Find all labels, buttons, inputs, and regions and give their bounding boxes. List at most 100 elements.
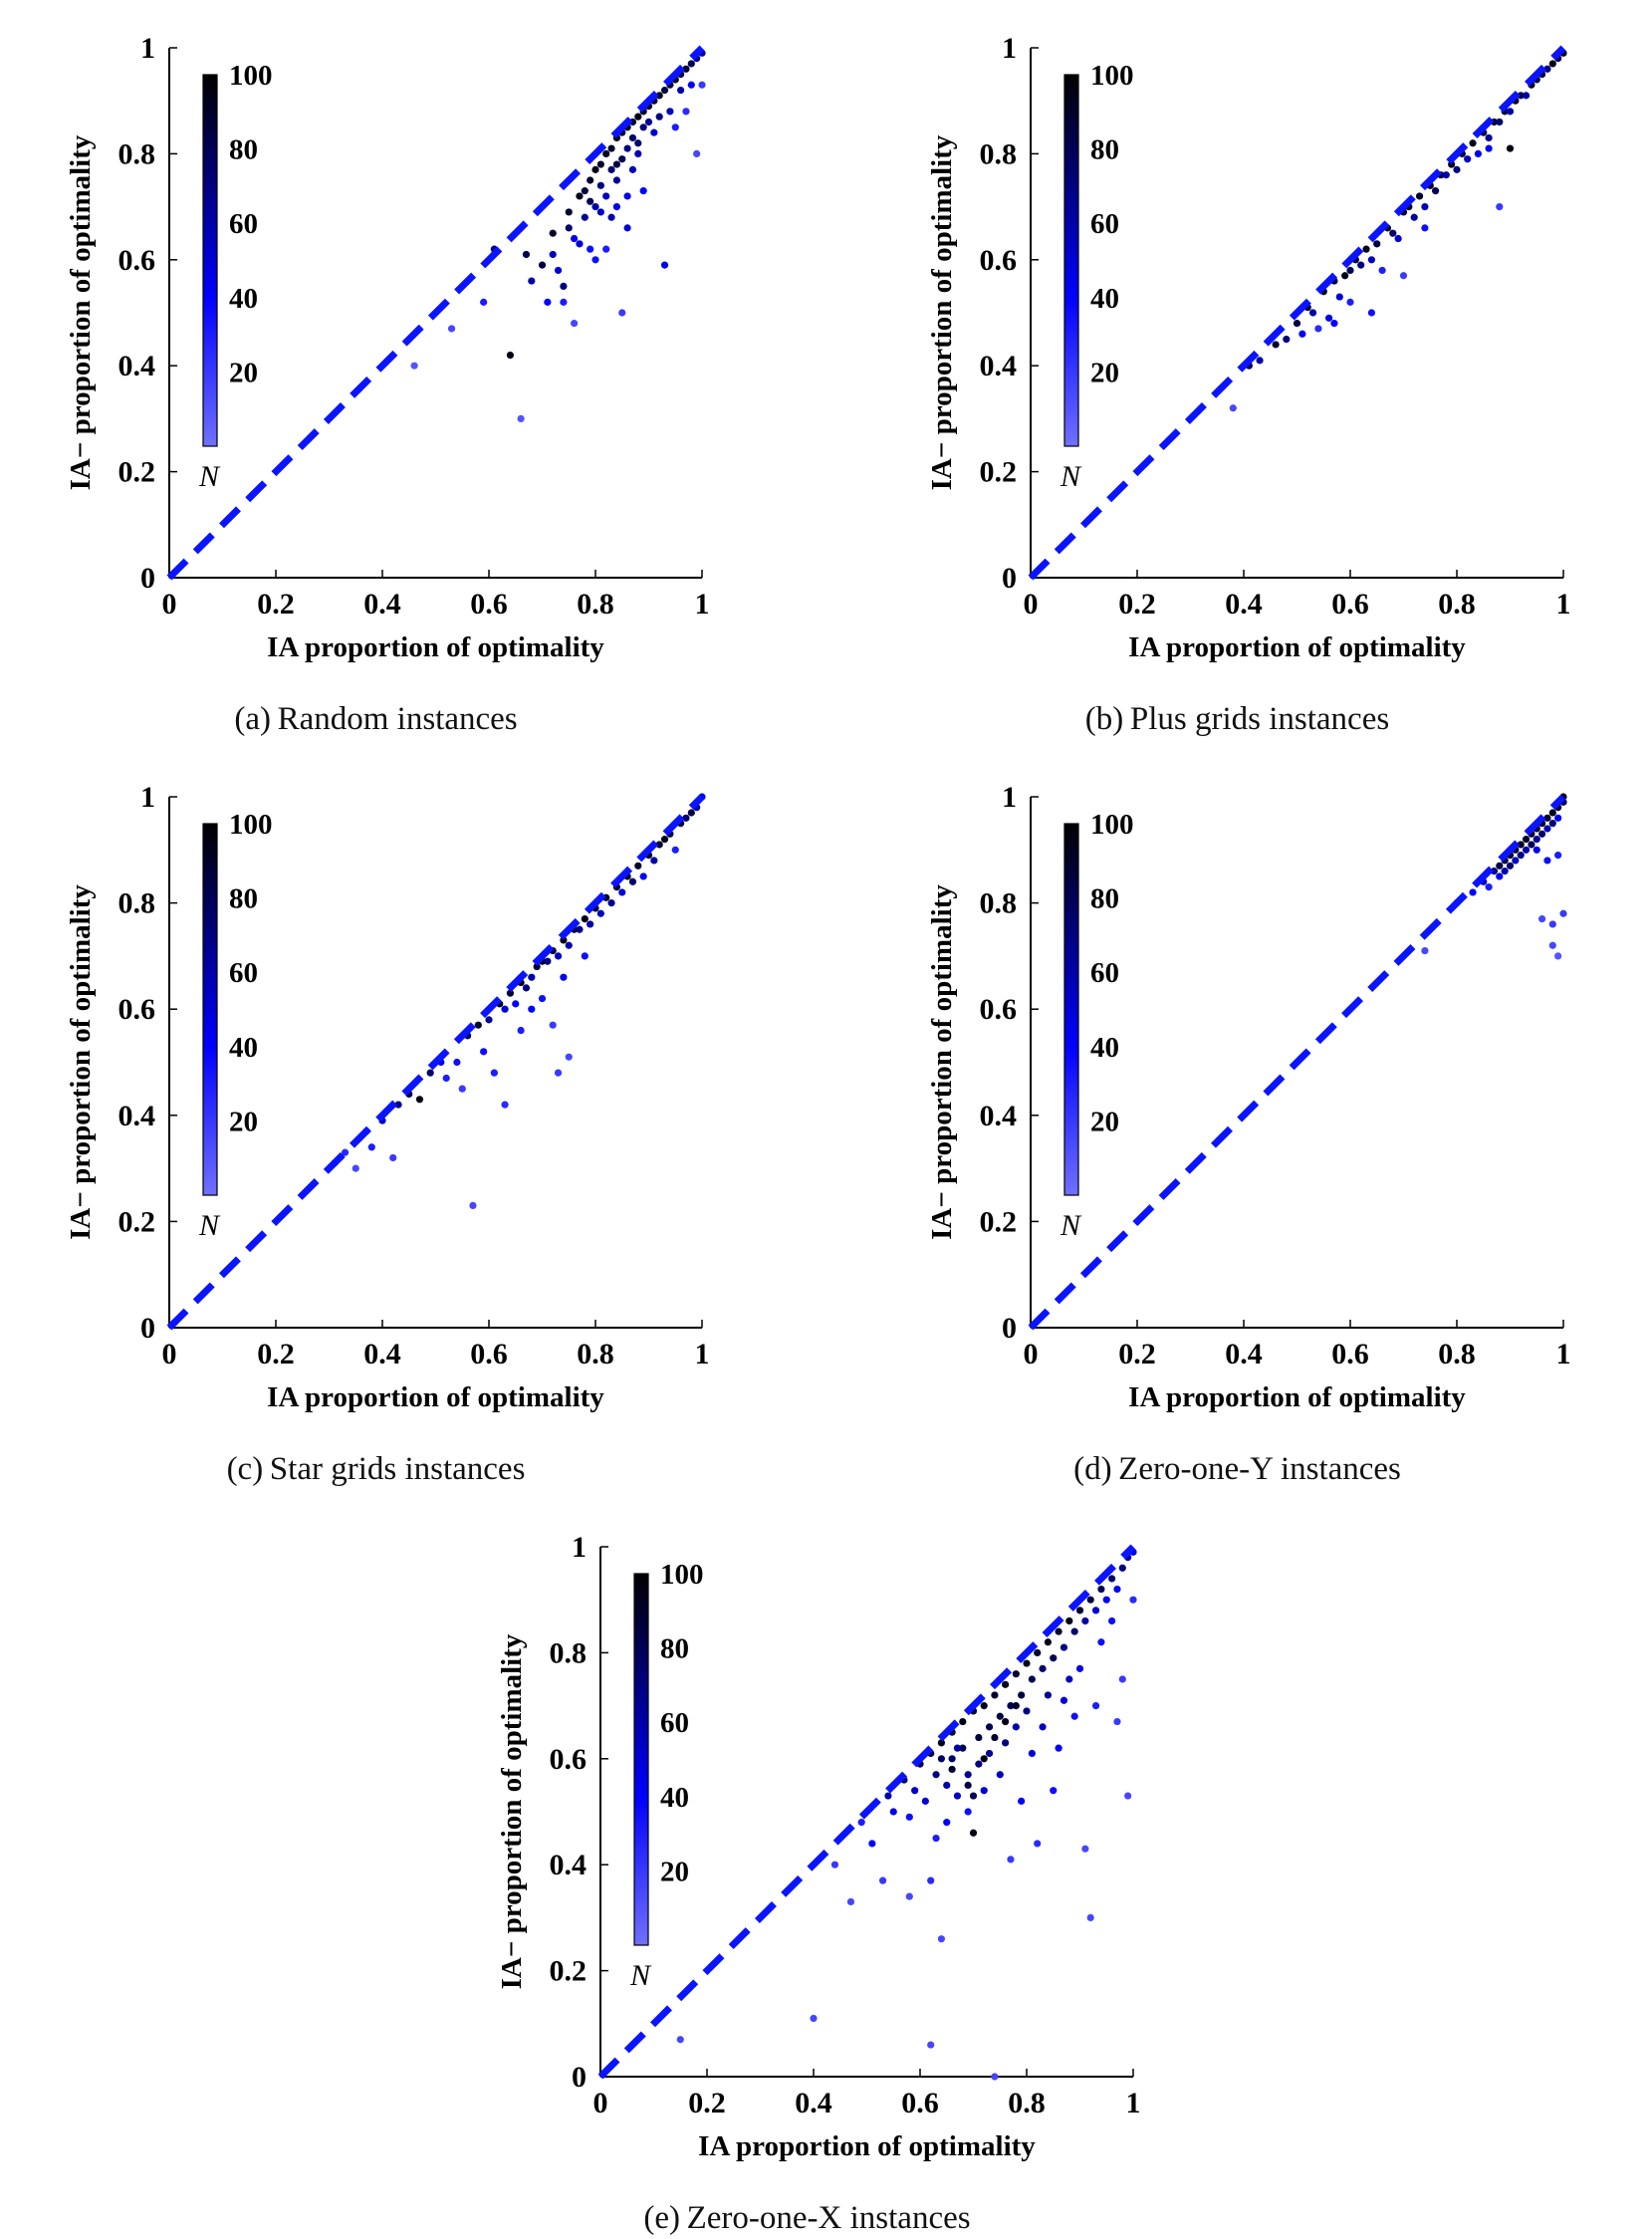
colorbar-title: N <box>1060 1209 1082 1242</box>
colorbar <box>633 1573 649 1946</box>
data-point <box>953 1744 962 1752</box>
data-point <box>1055 1744 1062 1752</box>
colorbar-tick-label: 60 <box>660 1707 689 1739</box>
y-axis-title: IA− proportion of optimality <box>65 134 97 490</box>
y-tick-label: 0.2 <box>118 456 156 489</box>
data-point <box>634 139 642 147</box>
data-point <box>1554 952 1562 960</box>
data-point <box>1335 293 1343 301</box>
data-point <box>1496 862 1504 870</box>
data-point <box>1432 187 1440 195</box>
data-point <box>1065 1617 1073 1625</box>
data-point <box>1554 814 1562 822</box>
colorbar-title: N <box>198 1209 221 1242</box>
data-point <box>587 197 594 205</box>
x-tick-label: 0.4 <box>1225 588 1263 621</box>
data-point <box>410 362 418 370</box>
colorbar-tick-label: 80 <box>1090 134 1119 166</box>
data-point <box>830 1861 839 1868</box>
subfigure-caption: (e) Zero-one-X instances <box>643 2200 970 2236</box>
data-point <box>985 1723 994 1731</box>
colorbar <box>202 823 218 1196</box>
data-point <box>980 1787 988 1795</box>
data-point <box>1308 309 1317 317</box>
colorbar-tick-label: 40 <box>660 1782 689 1814</box>
data-point <box>1018 1691 1026 1699</box>
data-point <box>618 155 626 163</box>
data-point <box>1533 836 1540 844</box>
data-point <box>980 1755 988 1763</box>
data-point <box>389 1153 397 1162</box>
colorbar-tick-label: 60 <box>1090 208 1119 240</box>
data-point <box>1554 852 1562 860</box>
y-tick-label: 0 <box>140 1312 155 1345</box>
data-point <box>1070 1712 1078 1720</box>
data-point <box>469 1201 477 1210</box>
data-point <box>1330 320 1338 328</box>
data-point <box>1075 1607 1084 1615</box>
data-point <box>1044 1638 1052 1646</box>
data-point <box>544 957 552 965</box>
data-point <box>991 1691 999 1699</box>
y-tick-label: 0.6 <box>980 244 1018 277</box>
data-point <box>1506 862 1515 870</box>
data-point <box>964 1771 972 1779</box>
x-tick-label: 0.6 <box>1331 588 1369 621</box>
data-point <box>485 1016 493 1024</box>
data-point <box>1012 1723 1020 1731</box>
data-point <box>596 208 604 216</box>
data-point <box>1007 1702 1015 1710</box>
data-point <box>948 1755 956 1763</box>
data-point <box>1373 240 1381 248</box>
y-tick-label: 0.8 <box>550 1636 588 1669</box>
x-axis-title: IA proportion of optimality <box>1128 631 1466 663</box>
data-point <box>1389 229 1397 237</box>
data-point <box>676 2036 684 2044</box>
data-point <box>480 298 488 306</box>
data-point <box>884 1792 892 1800</box>
data-point <box>666 108 674 116</box>
data-point <box>975 1733 983 1742</box>
data-point <box>1060 1643 1068 1651</box>
x-tick-label: 0.4 <box>363 1338 401 1370</box>
x-tick-label: 0 <box>1024 1338 1039 1370</box>
chart-panel: 0 0.2 0.4 0.6 0.8 1 0 0.2 0.4 0.6 0.8 1 IA proportio… <box>496 1531 1141 2236</box>
data-point <box>607 899 615 907</box>
y-tick-label: 0.6 <box>980 993 1018 1026</box>
y-tick-label: 0.6 <box>550 1743 588 1776</box>
data-point <box>517 1026 525 1035</box>
subfigure-caption: (a) Random instances <box>234 701 517 737</box>
data-point <box>1298 330 1306 338</box>
data-point <box>565 224 573 232</box>
data-point <box>1548 820 1556 828</box>
data-point <box>810 2014 818 2023</box>
data-point <box>1129 1596 1137 1604</box>
data-point <box>1543 857 1551 865</box>
data-point <box>964 1808 972 1816</box>
y-tick-label: 0.6 <box>118 244 156 277</box>
data-point <box>1023 1707 1031 1715</box>
data-point <box>517 414 525 422</box>
data-point <box>1023 1659 1031 1667</box>
data-point <box>618 888 626 896</box>
data-point <box>554 952 563 960</box>
colorbar-tick-label: 80 <box>660 1633 689 1665</box>
data-point <box>1044 1691 1052 1699</box>
colorbar-tick-label: 100 <box>229 60 273 92</box>
data-point <box>591 165 599 173</box>
x-tick-label: 0.4 <box>1225 1338 1263 1370</box>
colorbar-tick-label: 20 <box>660 1856 689 1887</box>
y-tick-label: 0.2 <box>980 1205 1018 1238</box>
y-axis-title: IA− proportion of optimality <box>926 134 958 490</box>
data-point <box>1517 852 1525 860</box>
data-point <box>607 213 615 221</box>
data-point <box>538 261 547 269</box>
data-point <box>581 914 589 923</box>
x-tick-label: 0 <box>1024 588 1039 621</box>
x-tick-label: 1 <box>695 588 710 621</box>
colorbar-tick-label: 80 <box>229 134 258 166</box>
data-point <box>581 952 589 960</box>
data-point <box>576 240 584 248</box>
data-point <box>623 224 631 232</box>
